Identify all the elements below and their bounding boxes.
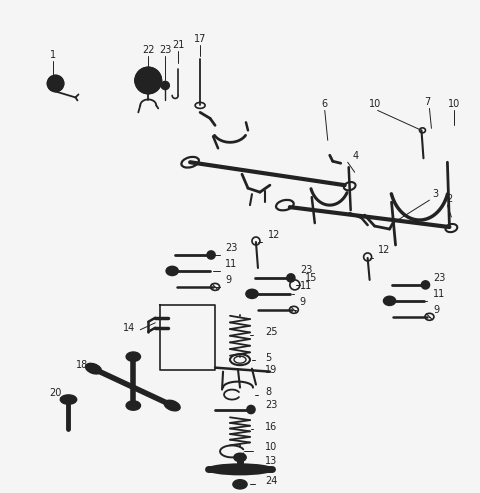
Text: 15: 15 [305, 273, 317, 283]
Circle shape [48, 75, 63, 91]
Ellipse shape [60, 395, 76, 404]
Text: 12: 12 [268, 230, 280, 240]
Text: 23: 23 [225, 243, 238, 253]
Text: 24: 24 [265, 476, 277, 486]
Circle shape [287, 274, 295, 282]
Text: 25: 25 [265, 327, 277, 337]
Ellipse shape [208, 464, 272, 474]
Ellipse shape [234, 454, 246, 461]
Ellipse shape [384, 296, 396, 305]
Text: 12: 12 [378, 245, 390, 255]
Text: 5: 5 [265, 352, 271, 363]
Text: 2: 2 [446, 194, 453, 204]
Text: 11: 11 [225, 259, 237, 269]
Ellipse shape [233, 480, 247, 489]
Circle shape [421, 281, 430, 289]
Text: 20: 20 [49, 387, 62, 397]
Text: 21: 21 [172, 39, 184, 50]
Circle shape [161, 81, 169, 89]
Text: 9: 9 [225, 275, 231, 285]
Text: 7: 7 [424, 98, 431, 107]
Text: 9: 9 [433, 305, 440, 315]
Text: 8: 8 [265, 387, 271, 396]
Text: 23: 23 [433, 273, 446, 283]
Text: 10: 10 [265, 442, 277, 453]
Ellipse shape [246, 289, 258, 298]
Text: 19: 19 [265, 365, 277, 375]
Text: 1: 1 [49, 50, 56, 60]
Text: 6: 6 [322, 100, 328, 109]
Text: 3: 3 [432, 189, 439, 199]
Text: 11: 11 [433, 289, 446, 299]
Text: 10: 10 [448, 100, 460, 109]
Circle shape [135, 68, 161, 94]
Text: 17: 17 [194, 34, 206, 43]
Ellipse shape [86, 364, 101, 374]
Ellipse shape [165, 400, 180, 411]
Text: 10: 10 [369, 100, 381, 109]
Circle shape [207, 251, 215, 259]
Text: 22: 22 [142, 44, 155, 55]
Ellipse shape [126, 352, 140, 361]
Text: 16: 16 [265, 423, 277, 432]
Text: 23: 23 [300, 265, 312, 275]
Text: 14: 14 [123, 323, 135, 333]
Text: 23: 23 [159, 44, 171, 55]
Text: 9: 9 [300, 297, 306, 307]
Text: 11: 11 [300, 281, 312, 291]
Text: 13: 13 [265, 457, 277, 466]
Text: 18: 18 [76, 360, 89, 370]
Ellipse shape [126, 401, 140, 410]
Text: 23: 23 [265, 399, 277, 410]
Text: 4: 4 [353, 151, 359, 161]
Ellipse shape [166, 266, 178, 276]
Circle shape [247, 406, 255, 414]
